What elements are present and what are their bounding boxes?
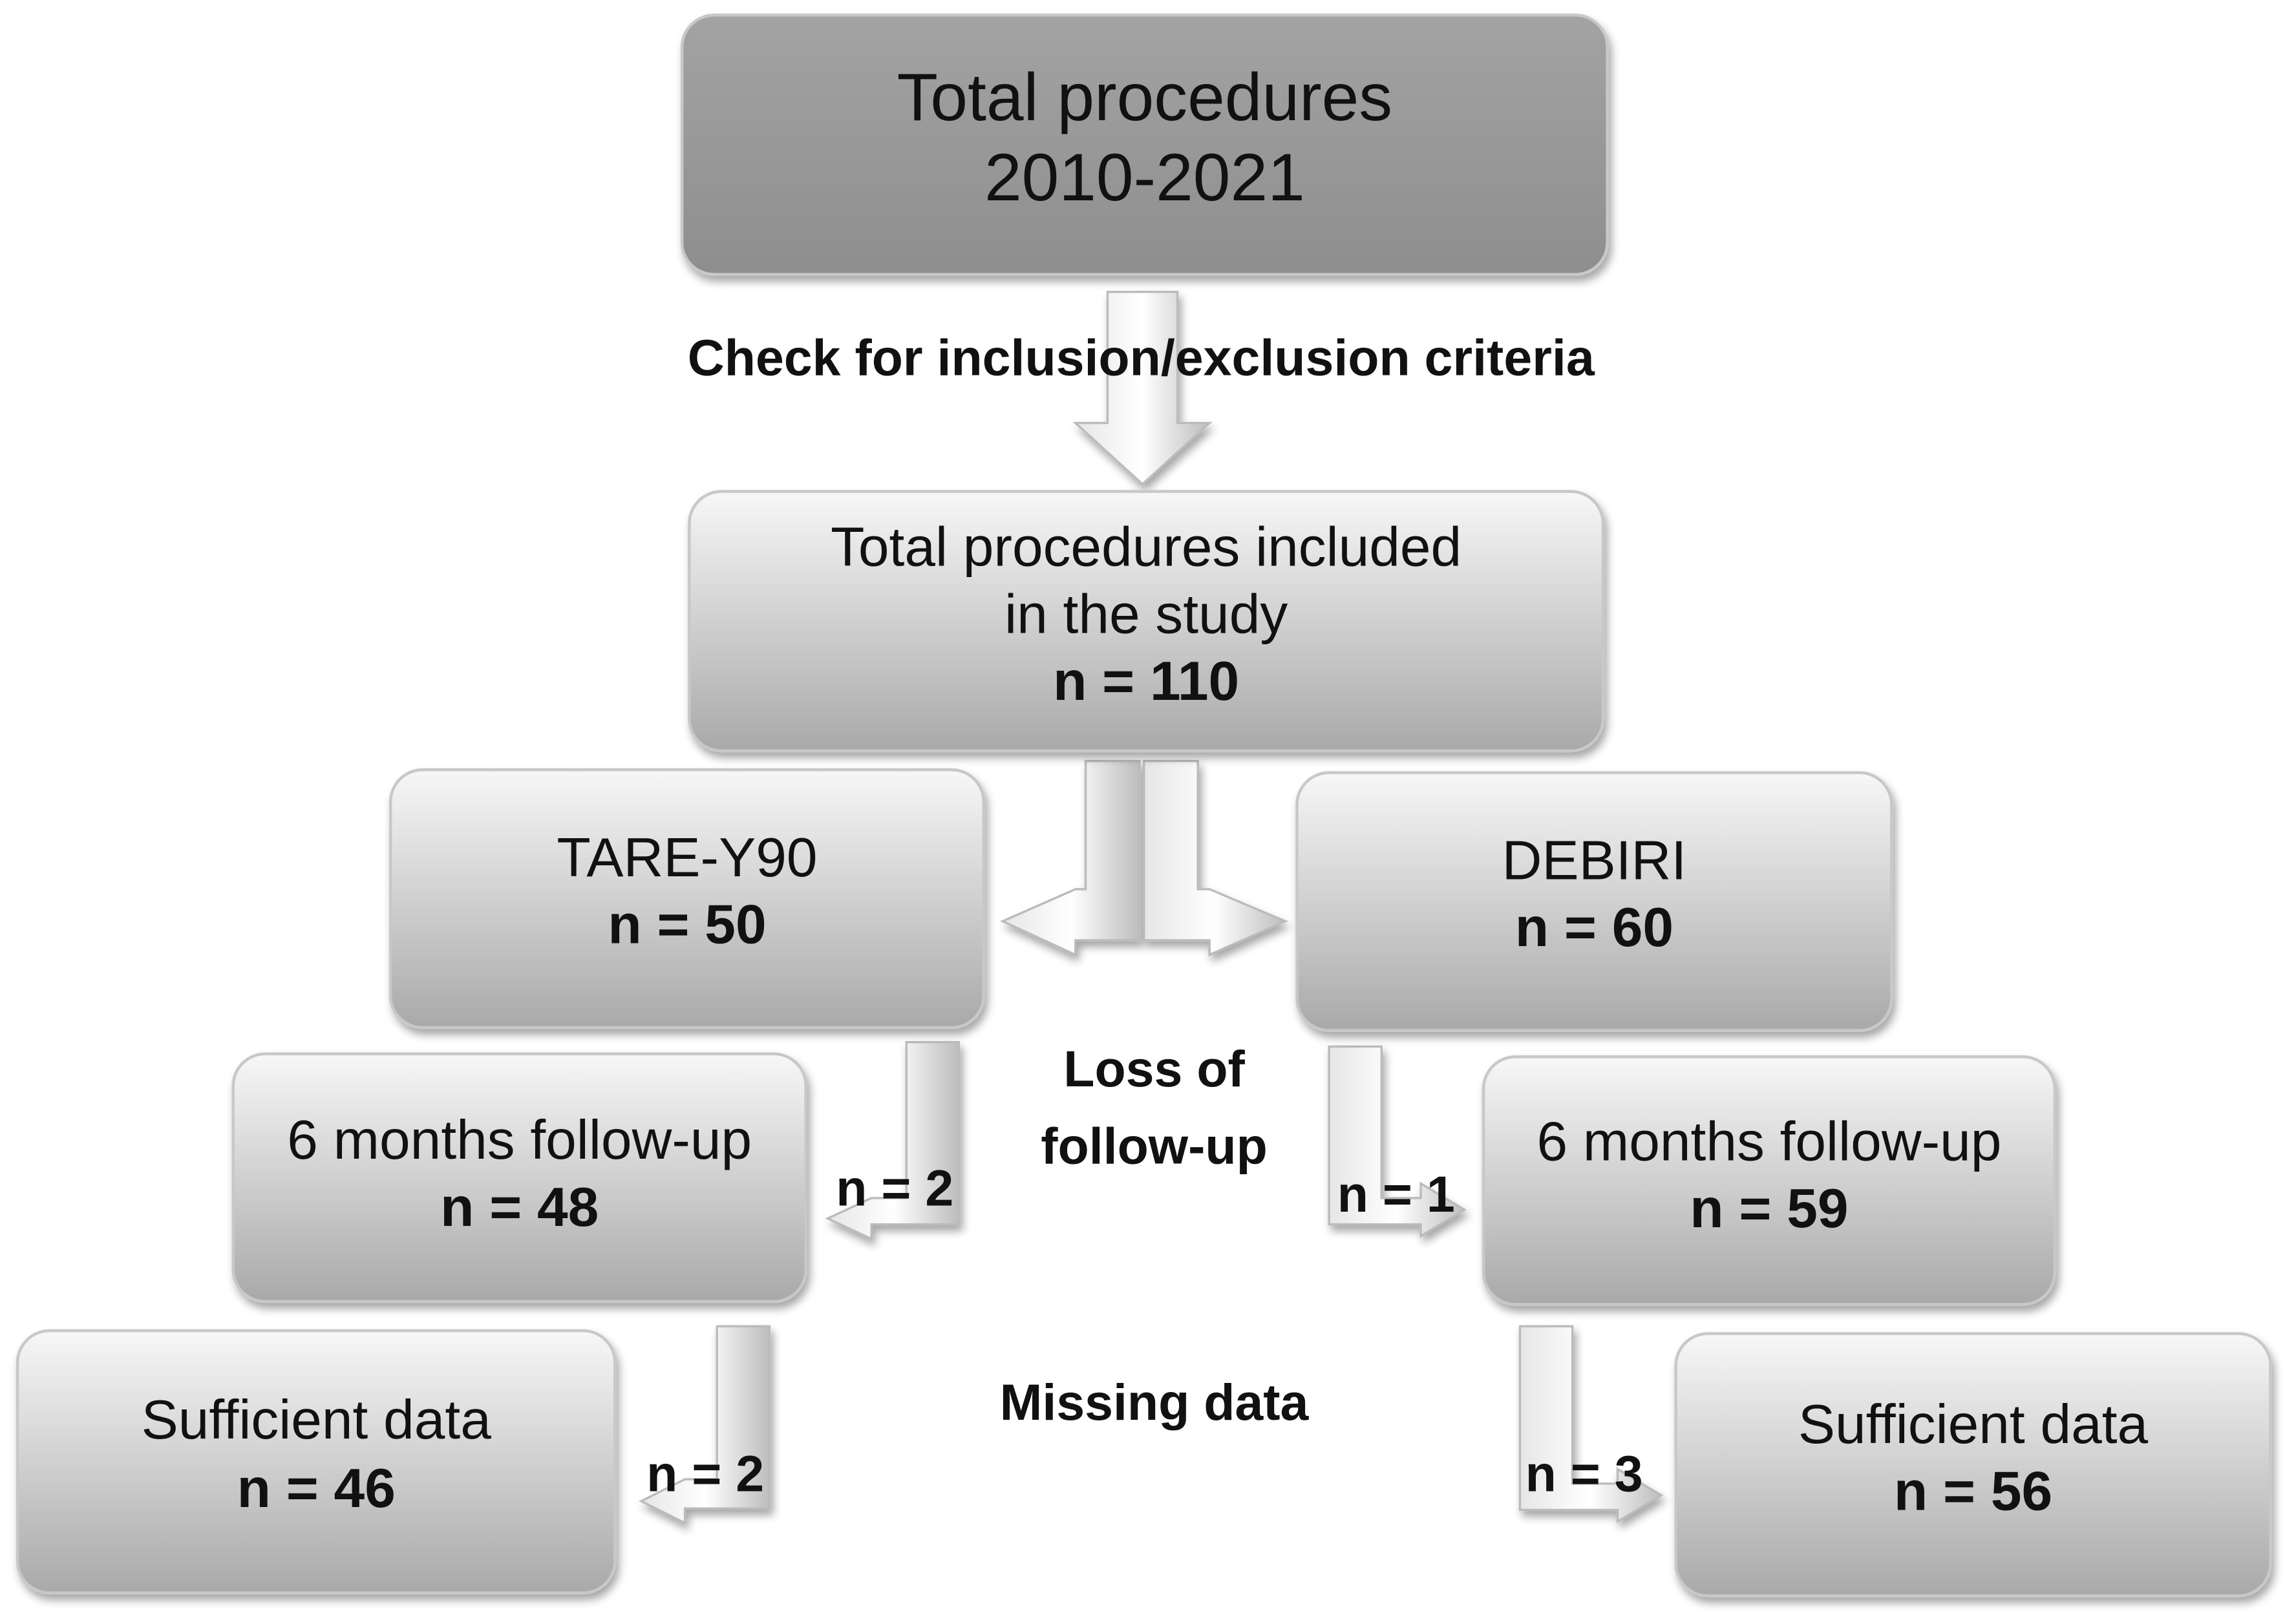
node-label: Total procedures <box>897 59 1393 134</box>
node-box <box>388 768 986 1029</box>
node-label: 6 months follow-up <box>287 1109 752 1171</box>
node: 6 months follow-upn = 59 <box>1482 1055 2057 1306</box>
node-box <box>16 1329 617 1595</box>
node-label: DEBIRI <box>1502 829 1687 891</box>
node-label: 6 months follow-up <box>1536 1110 2001 1172</box>
arrow-split-right <box>1143 759 1288 957</box>
step-label: Missing data <box>1000 1374 1310 1431</box>
arrow-elbow <box>639 1325 771 1525</box>
node-count: n = 59 <box>1690 1177 1848 1239</box>
node-label: Sufficient data <box>142 1389 492 1451</box>
arrow-elbow <box>1328 1045 1467 1238</box>
node-label: TARE-Y90 <box>557 827 817 889</box>
node-label: Total procedures included <box>831 516 1461 578</box>
node: 6 months follow-upn = 48 <box>231 1052 807 1303</box>
node-count: n = 46 <box>237 1457 396 1519</box>
exclusion-count: n = 2 <box>836 1160 953 1217</box>
node-box <box>1674 1332 2272 1598</box>
node-box <box>1295 771 1893 1032</box>
step-label: Check for inclusion/exclusion criteria <box>688 330 1595 386</box>
node-count: n = 110 <box>1053 650 1239 712</box>
exclusion-count: n = 3 <box>1525 1446 1643 1503</box>
exclusion-count: n = 1 <box>1337 1166 1455 1223</box>
node-count: n = 48 <box>440 1176 599 1238</box>
node-count: n = 60 <box>1515 896 1674 958</box>
node-box <box>680 14 1609 276</box>
node-box <box>231 1052 807 1303</box>
node-label: 2010-2021 <box>984 140 1305 215</box>
arrows <box>639 290 1664 1525</box>
node-count: n = 50 <box>608 893 766 955</box>
arrow-split-left <box>999 759 1141 957</box>
node-count: n = 56 <box>1894 1460 2052 1522</box>
step-label: follow-up <box>1041 1117 1268 1174</box>
node-label: in the study <box>1004 583 1288 645</box>
arrow-elbow <box>825 1041 961 1241</box>
step-label: Loss of <box>1063 1040 1245 1097</box>
arrow-elbow <box>1518 1325 1664 1524</box>
node-label: Sufficient data <box>1798 1393 2149 1455</box>
node-box <box>1482 1055 2057 1306</box>
exclusion-count: n = 2 <box>646 1446 764 1503</box>
arrow-down <box>1072 290 1213 486</box>
node-box <box>688 490 1605 753</box>
